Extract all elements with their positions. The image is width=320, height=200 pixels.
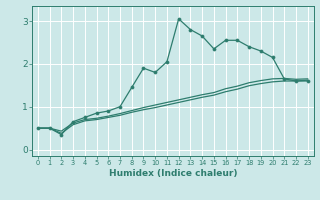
X-axis label: Humidex (Indice chaleur): Humidex (Indice chaleur): [108, 169, 237, 178]
